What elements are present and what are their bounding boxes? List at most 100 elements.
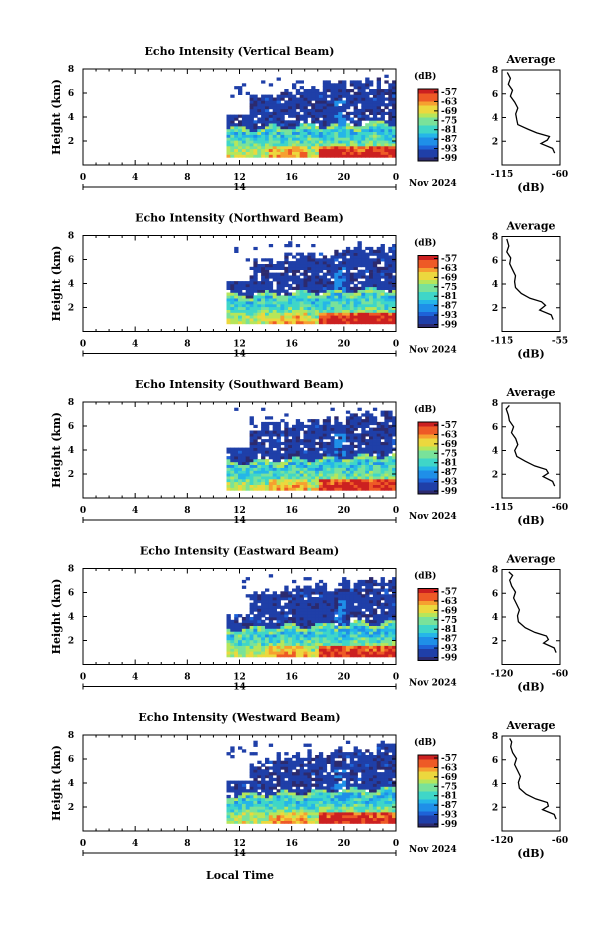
heatmap-cell xyxy=(280,312,285,316)
heatmap-cell xyxy=(315,605,320,609)
heatmap-cell xyxy=(349,648,355,652)
heatmap-cell xyxy=(295,651,301,655)
heatmap-cell xyxy=(380,315,385,319)
heatmap-cell xyxy=(295,481,301,485)
heatmap-cell xyxy=(268,433,274,437)
heatmap-cell xyxy=(261,648,266,652)
heatmap-cell xyxy=(303,642,308,646)
heatmap-cell xyxy=(376,622,381,626)
heatmap-cell xyxy=(253,134,258,138)
heatmap-cell xyxy=(307,439,312,443)
heatmap-cell xyxy=(265,120,270,124)
heatmap-cell xyxy=(376,266,381,270)
heatmap-cell xyxy=(272,591,277,595)
heatmap-cell xyxy=(230,315,235,319)
heatmap-cell xyxy=(353,258,358,262)
heatmap-cell xyxy=(372,298,378,302)
heatmap-cell xyxy=(307,94,312,98)
heatmap-cell xyxy=(265,424,270,428)
heatmap-cell xyxy=(284,774,289,779)
heatmap-cell xyxy=(280,611,285,615)
heatmap-cell xyxy=(380,123,385,127)
heatmap-cell xyxy=(265,786,270,790)
heatmap-cell xyxy=(353,145,358,150)
heatmap-cell xyxy=(326,123,331,127)
heatmap-cell xyxy=(384,286,389,290)
heatmap-cell xyxy=(330,258,335,262)
heatmap-cell xyxy=(380,605,385,609)
heatmap-cell xyxy=(326,295,331,299)
heatmap-cell xyxy=(303,461,308,465)
heatmap-cell xyxy=(315,421,320,426)
heatmap-cell xyxy=(357,272,362,276)
heatmap-cell xyxy=(361,413,366,417)
heatmap-cell xyxy=(315,321,320,325)
heatmap-cell xyxy=(257,433,262,437)
heatmap-cell xyxy=(392,447,397,451)
heatmap-cell xyxy=(299,487,304,491)
heatmap-cell xyxy=(322,83,328,87)
heatmap-cell xyxy=(288,309,293,313)
heatmap-cell xyxy=(303,439,308,443)
heatmap-cell xyxy=(292,106,297,110)
heatmap-cell xyxy=(315,786,320,790)
heatmap-cell xyxy=(330,654,335,658)
heatmap-cell xyxy=(369,619,374,624)
heatmap-cell xyxy=(268,476,274,480)
heatmap-cell xyxy=(307,258,312,262)
heatmap-cell xyxy=(253,140,258,144)
heatmap-cell xyxy=(241,140,247,144)
heatmap-cell xyxy=(372,154,378,158)
heatmap-cell xyxy=(292,755,297,759)
heatmap-cell xyxy=(261,318,266,322)
heatmap-cell xyxy=(280,794,285,799)
heatmap-cell xyxy=(268,137,274,141)
heatmap-cell xyxy=(299,140,304,144)
heatmap-cell xyxy=(334,91,339,95)
heatmap-cell xyxy=(392,625,397,629)
heatmap-cell xyxy=(353,450,358,454)
heatmap-cell xyxy=(392,654,397,658)
heatmap-cell xyxy=(334,419,339,423)
heatmap-cell xyxy=(311,803,316,807)
heatmap-cell xyxy=(288,295,293,299)
heatmap-cell xyxy=(307,642,312,646)
heatmap-cell xyxy=(303,433,308,437)
heatmap-cell xyxy=(238,642,243,646)
heatmap-cell xyxy=(326,309,331,313)
heatmap-cell xyxy=(272,114,277,118)
heatmap-cell xyxy=(334,450,339,454)
heatmap-cell xyxy=(322,114,328,118)
heatmap-cell xyxy=(384,648,389,652)
avg-x-label: (dB) xyxy=(517,681,544,694)
heatmap-cell xyxy=(388,459,393,463)
heatmap-cell xyxy=(299,634,304,638)
heatmap-cell xyxy=(392,614,397,618)
heatmap-cell xyxy=(322,444,328,448)
heatmap-cell xyxy=(299,608,304,612)
heatmap-cell xyxy=(261,594,266,598)
heatmap-cell xyxy=(280,140,285,144)
heatmap-cell xyxy=(272,427,277,431)
y-tick-label: 4 xyxy=(68,280,74,290)
heatmap-cell xyxy=(292,487,297,491)
heatmap-cell xyxy=(318,783,324,787)
heatmap-cell xyxy=(241,298,247,302)
heatmap-cell xyxy=(361,301,366,305)
heatmap-cell xyxy=(318,777,324,782)
heatmap-cell xyxy=(307,100,312,104)
heatmap-cell xyxy=(292,473,297,477)
heatmap-cell xyxy=(345,261,351,265)
heatmap-cell xyxy=(369,321,374,325)
y-tick-label: 6 xyxy=(68,256,74,266)
heatmap-cell xyxy=(257,137,262,141)
heatmap-cell xyxy=(322,585,328,589)
heatmap-cell xyxy=(392,94,397,98)
heatmap-cell xyxy=(330,289,335,293)
heatmap-cell xyxy=(315,298,320,302)
heatmap-cell xyxy=(292,264,297,268)
heatmap-cell xyxy=(234,126,239,130)
heatmap-cell xyxy=(265,651,270,655)
heatmap-cell xyxy=(372,252,378,256)
heatmap-cell xyxy=(299,622,304,626)
